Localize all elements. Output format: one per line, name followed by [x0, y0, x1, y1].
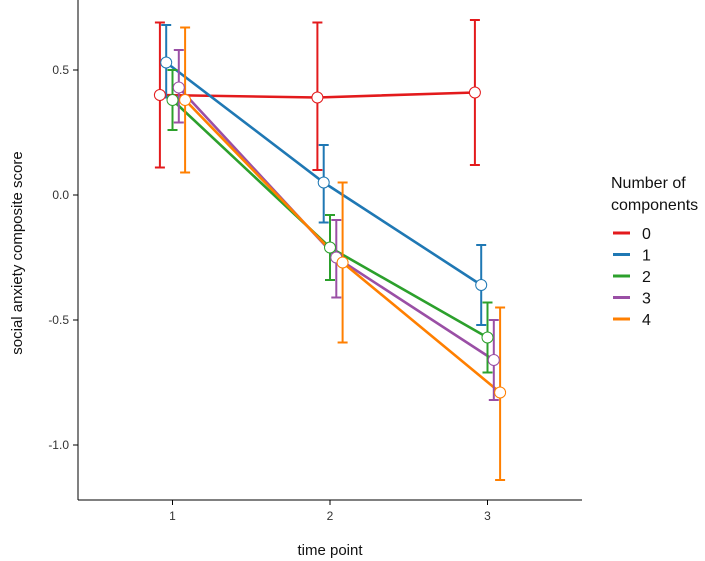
data-point-2: [166, 94, 179, 106]
legend: Number of components 0 1 2 3 4: [611, 175, 698, 329]
data-point-1: [475, 279, 488, 291]
data-point-4: [494, 386, 507, 399]
y-tick-label: -0.5: [48, 313, 69, 327]
legend-title-line1: Number of: [611, 175, 686, 192]
legend-label-4: 4: [642, 312, 651, 329]
legend-label-0: 0: [642, 226, 651, 243]
x-tick-label: 3: [484, 509, 491, 523]
x-tick-label: 1: [169, 509, 176, 523]
data-point-3: [172, 81, 185, 94]
data-point-2: [324, 241, 336, 254]
y-tick-label: 0.0: [52, 188, 69, 202]
y-tick-label: 0.5: [52, 63, 69, 77]
data-point-1: [317, 176, 330, 189]
data-point-0: [468, 86, 481, 99]
data-point-2: [481, 331, 494, 344]
legend-title-line2: components: [611, 197, 698, 214]
y-axis-title: social anxiety composite score: [9, 151, 26, 354]
x-tick-label: 2: [327, 509, 334, 523]
legend-label-1: 1: [642, 248, 651, 265]
data-point-1: [160, 56, 173, 69]
data-point-0: [153, 89, 166, 101]
data-point-3: [487, 354, 500, 366]
data-point-4: [179, 94, 192, 106]
y-tick-label: -1.0: [48, 438, 69, 452]
data-point-0: [311, 91, 324, 104]
legend-label-2: 2: [642, 269, 651, 286]
data-point-4: [336, 256, 349, 269]
legend-label-3: 3: [642, 291, 651, 308]
x-axis-title: time point: [297, 542, 363, 559]
